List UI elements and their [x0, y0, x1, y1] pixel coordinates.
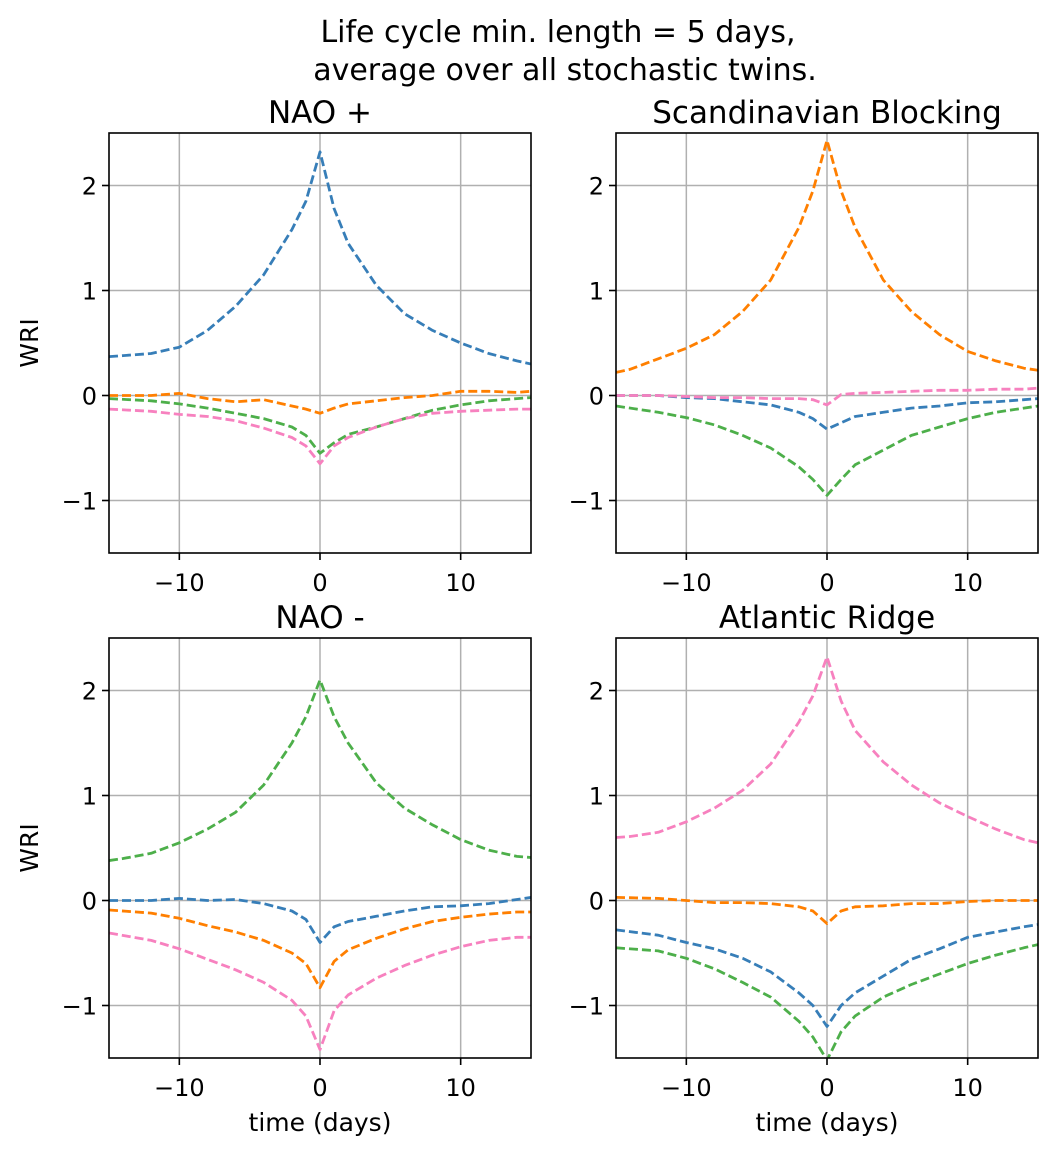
series-line-1 [616, 923, 1038, 1028]
x-tick-label: 0 [312, 1074, 327, 1102]
x-tick-label: −10 [661, 569, 712, 597]
y-axis-label: WRI [15, 318, 44, 367]
y-tick-label: 2 [589, 678, 604, 706]
y-tick-label: 2 [82, 678, 97, 706]
panel-title: NAO + [268, 95, 372, 131]
series-group [109, 150, 531, 466]
y-tick-label: −1 [62, 993, 97, 1021]
y-tick-label: 0 [82, 888, 97, 916]
series-line-4 [616, 655, 1038, 845]
x-tick-label: 10 [445, 1074, 476, 1102]
series-line-3 [616, 943, 1038, 1058]
x-tick-label: 0 [819, 1074, 834, 1102]
y-tick-label: −1 [569, 488, 604, 516]
series-line-2 [616, 896, 1038, 925]
series-group [616, 138, 1038, 497]
x-tick-label: −10 [154, 569, 205, 597]
y-tick-label: 1 [82, 783, 97, 811]
x-tick-label: 10 [445, 569, 476, 597]
y-tick-label: −1 [62, 488, 97, 516]
y-tick-label: 1 [82, 278, 97, 306]
y-tick-label: 1 [589, 783, 604, 811]
figure-title-line-1: Life cycle min. length = 5 days, [320, 15, 795, 50]
series-line-2 [616, 138, 1038, 374]
series-line-4 [109, 407, 531, 466]
series-line-3 [109, 396, 531, 455]
series-line-4 [109, 931, 531, 1051]
x-tick-label: 0 [312, 569, 327, 597]
y-axis-label: WRI [15, 823, 44, 872]
series-line-1 [109, 150, 531, 366]
figure-title-line-2: average over all stochastic twins. [313, 53, 817, 88]
y-tick-label: 2 [589, 173, 604, 201]
series-group [616, 655, 1038, 1058]
y-tick-label: 0 [589, 383, 604, 411]
y-tick-label: 2 [82, 173, 97, 201]
y-tick-label: 0 [589, 888, 604, 916]
x-tick-label: 10 [952, 1074, 983, 1102]
series-line-2 [109, 389, 531, 415]
panel-title: Scandinavian Blocking [652, 95, 1002, 131]
x-axis-label: time (days) [249, 1108, 392, 1137]
panel-title: Atlantic Ridge [719, 600, 935, 636]
x-tick-label: 0 [819, 569, 834, 597]
x-axis-label: time (days) [756, 1108, 899, 1137]
series-line-4 [616, 386, 1038, 407]
x-tick-label: 10 [952, 569, 983, 597]
series-line-1 [109, 896, 531, 944]
series-group [109, 678, 531, 1051]
y-tick-label: 1 [589, 278, 604, 306]
series-line-3 [109, 678, 531, 862]
y-tick-label: 0 [82, 383, 97, 411]
y-tick-label: −1 [569, 993, 604, 1021]
x-tick-label: −10 [154, 1074, 205, 1102]
x-tick-label: −10 [661, 1074, 712, 1102]
panel-title: NAO - [275, 600, 364, 636]
series-line-3 [616, 404, 1038, 497]
series-line-2 [109, 908, 531, 990]
